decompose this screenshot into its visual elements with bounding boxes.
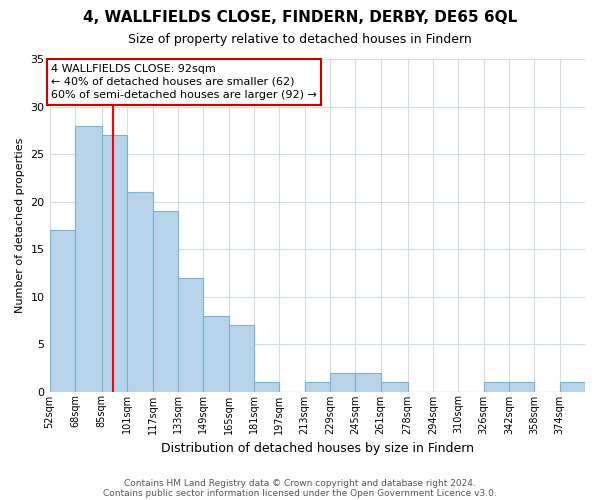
Bar bbox=[203, 316, 229, 392]
Text: Contains public sector information licensed under the Open Government Licence v3: Contains public sector information licen… bbox=[103, 488, 497, 498]
Bar bbox=[254, 382, 279, 392]
Bar bbox=[509, 382, 535, 392]
Text: 4 WALLFIELDS CLOSE: 92sqm
← 40% of detached houses are smaller (62)
60% of semi-: 4 WALLFIELDS CLOSE: 92sqm ← 40% of detac… bbox=[51, 64, 317, 100]
Bar bbox=[355, 372, 380, 392]
Bar bbox=[560, 382, 585, 392]
Bar bbox=[75, 126, 102, 392]
Bar bbox=[229, 325, 254, 392]
Bar bbox=[102, 135, 127, 392]
Bar bbox=[127, 192, 152, 392]
Bar bbox=[50, 230, 75, 392]
Bar bbox=[152, 211, 178, 392]
Bar bbox=[380, 382, 407, 392]
Text: Contains HM Land Registry data © Crown copyright and database right 2024.: Contains HM Land Registry data © Crown c… bbox=[124, 478, 476, 488]
Y-axis label: Number of detached properties: Number of detached properties bbox=[15, 138, 25, 313]
X-axis label: Distribution of detached houses by size in Findern: Distribution of detached houses by size … bbox=[161, 442, 474, 455]
Bar bbox=[484, 382, 509, 392]
Bar bbox=[305, 382, 330, 392]
Text: 4, WALLFIELDS CLOSE, FINDERN, DERBY, DE65 6QL: 4, WALLFIELDS CLOSE, FINDERN, DERBY, DE6… bbox=[83, 10, 517, 25]
Bar bbox=[330, 372, 355, 392]
Text: Size of property relative to detached houses in Findern: Size of property relative to detached ho… bbox=[128, 32, 472, 46]
Bar bbox=[178, 278, 203, 392]
